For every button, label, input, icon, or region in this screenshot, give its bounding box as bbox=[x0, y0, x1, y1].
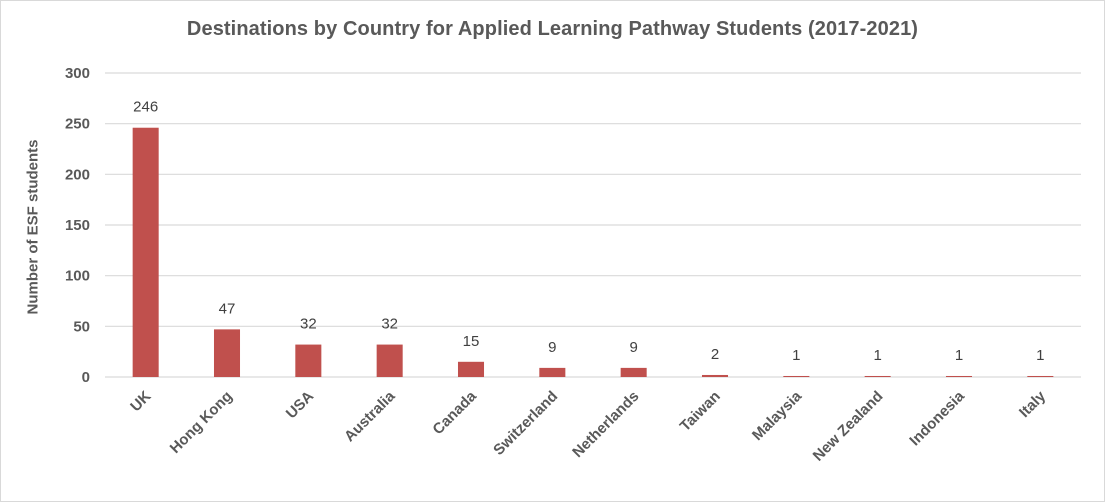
x-tick-label: Hong Kong bbox=[167, 388, 236, 457]
bar-uk bbox=[132, 127, 159, 377]
data-label: 1 bbox=[873, 347, 881, 364]
bar-malaysia bbox=[783, 375, 810, 377]
gridlines bbox=[105, 72, 1081, 378]
y-tick-label: 50 bbox=[73, 318, 90, 335]
data-label: 9 bbox=[548, 339, 556, 356]
bar-italy bbox=[1027, 375, 1054, 377]
bar-canada bbox=[457, 361, 485, 377]
chart-title: Destinations by Country for Applied Lear… bbox=[186, 18, 919, 40]
y-tick-label: 250 bbox=[65, 116, 90, 133]
x-tick-label: Canada bbox=[429, 387, 480, 438]
bar-switzerland bbox=[539, 367, 566, 377]
x-tick-label: Malaysia bbox=[749, 387, 806, 444]
bars bbox=[132, 127, 1054, 377]
x-axis-labels: UK Hong Kong USA Australia Canada Switzerland… bbox=[127, 387, 1049, 464]
bar-new-zealand bbox=[864, 375, 891, 377]
data-label: 1 bbox=[1036, 347, 1044, 364]
y-axis-ticks: 0 50 100 150 200 250 300 bbox=[65, 65, 90, 386]
bar-taiwan bbox=[701, 374, 729, 377]
x-tick-label: USA bbox=[283, 388, 318, 423]
data-label: 47 bbox=[219, 300, 236, 317]
data-label: 32 bbox=[300, 316, 317, 333]
x-tick-label: New Zealand bbox=[810, 388, 887, 465]
y-tick-label: 150 bbox=[65, 217, 90, 234]
y-tick-label: 0 bbox=[82, 369, 90, 386]
bar-usa bbox=[295, 344, 322, 377]
bar-australia bbox=[376, 344, 403, 377]
x-tick-label: Indonesia bbox=[906, 387, 968, 449]
bar-hong-kong bbox=[213, 329, 241, 377]
y-tick-label: 100 bbox=[65, 268, 90, 285]
x-tick-label: Australia bbox=[341, 387, 399, 445]
x-tick-label: Switzerland bbox=[490, 388, 561, 459]
x-tick-label: Italy bbox=[1016, 387, 1050, 421]
x-tick-label: UK bbox=[127, 388, 154, 415]
data-label: 15 bbox=[463, 333, 480, 350]
data-label: 9 bbox=[629, 339, 637, 356]
y-tick-label: 200 bbox=[65, 166, 90, 183]
x-tick-label: Netherlands bbox=[569, 388, 642, 461]
bar-netherlands bbox=[620, 367, 647, 377]
bar-indonesia bbox=[945, 375, 973, 377]
y-tick-label: 300 bbox=[65, 65, 90, 82]
data-label: 1 bbox=[792, 347, 800, 364]
x-tick-label: Taiwan bbox=[677, 388, 724, 435]
data-labels: 246 47 32 32 15 9 9 2 1 1 1 1 bbox=[133, 99, 1044, 364]
data-label: 2 bbox=[711, 346, 719, 363]
data-label: 32 bbox=[381, 316, 398, 333]
data-label: 1 bbox=[955, 347, 963, 364]
data-label: 246 bbox=[133, 99, 158, 116]
